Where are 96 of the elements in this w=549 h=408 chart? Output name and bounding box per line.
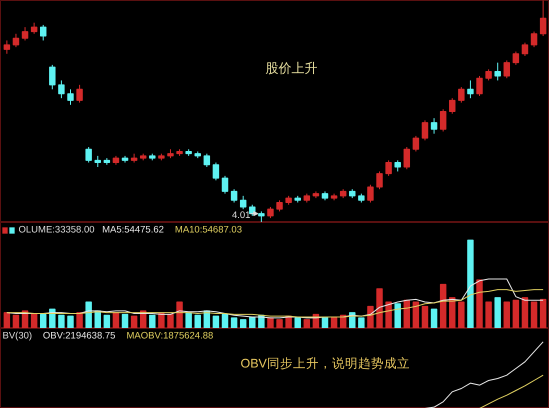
candlestick bbox=[512, 51, 520, 66]
bar bbox=[149, 314, 156, 328]
bar bbox=[67, 316, 74, 328]
candlestick bbox=[85, 146, 92, 164]
candlestick bbox=[367, 184, 374, 204]
bar bbox=[467, 240, 474, 328]
bar bbox=[267, 317, 274, 328]
candlestick bbox=[12, 33, 20, 48]
text: MA5:54475.62 bbox=[102, 224, 164, 236]
candlestick bbox=[485, 68, 492, 81]
bar bbox=[449, 297, 456, 328]
bar bbox=[185, 312, 192, 328]
bar bbox=[40, 314, 46, 328]
bar bbox=[404, 300, 410, 328]
bar bbox=[240, 319, 246, 328]
bar bbox=[294, 317, 301, 328]
bar bbox=[112, 312, 120, 328]
candlestick bbox=[385, 160, 392, 176]
bar bbox=[530, 302, 538, 328]
legend-label: OLUME:33358.00 bbox=[18, 224, 95, 236]
bar bbox=[430, 308, 438, 328]
candlestick bbox=[94, 155, 101, 168]
candlestick bbox=[476, 75, 483, 96]
candlestick bbox=[58, 80, 65, 99]
bar bbox=[76, 312, 83, 328]
annotation: 股价上升 bbox=[266, 60, 318, 76]
bar bbox=[440, 284, 446, 328]
candlestick bbox=[222, 175, 228, 194]
bar bbox=[340, 314, 346, 328]
candlestick bbox=[230, 188, 238, 204]
candlestick bbox=[530, 31, 538, 48]
bar bbox=[176, 302, 183, 328]
candlestick bbox=[67, 88, 74, 106]
candlestick bbox=[404, 146, 410, 170]
bar bbox=[504, 302, 510, 328]
candlestick bbox=[504, 60, 510, 79]
candlestick bbox=[4, 40, 10, 54]
bar bbox=[376, 288, 383, 328]
candlestick bbox=[40, 24, 46, 41]
candlestick bbox=[394, 160, 401, 172]
candlestick bbox=[467, 80, 474, 99]
bar bbox=[276, 319, 283, 328]
bar bbox=[412, 302, 420, 328]
text: MAOBV:1875624.88 bbox=[126, 330, 214, 342]
candlestick bbox=[449, 98, 456, 114]
bar bbox=[158, 312, 165, 328]
bar bbox=[104, 314, 110, 328]
bar bbox=[358, 317, 365, 328]
annotation: 4.01 bbox=[232, 210, 250, 222]
chart-title: BV(30) bbox=[2, 330, 32, 342]
bar bbox=[458, 302, 465, 328]
candlestick bbox=[440, 108, 446, 132]
bar bbox=[12, 314, 20, 328]
bar bbox=[394, 303, 401, 328]
bar bbox=[249, 316, 256, 328]
candlestick bbox=[240, 195, 246, 210]
text: OBV:2194638.75 bbox=[42, 330, 116, 342]
bar bbox=[58, 314, 65, 328]
bar bbox=[85, 302, 92, 328]
candlestick bbox=[430, 118, 438, 134]
bar bbox=[212, 316, 220, 328]
bar bbox=[122, 314, 128, 328]
candlestick bbox=[412, 135, 420, 152]
bar bbox=[422, 306, 428, 328]
text: MA10:54687.03 bbox=[174, 224, 242, 236]
bar bbox=[4, 312, 10, 328]
bar bbox=[194, 314, 201, 328]
candlestick bbox=[267, 206, 274, 219]
bar bbox=[130, 316, 138, 328]
bar bbox=[230, 317, 238, 328]
candlestick bbox=[458, 86, 465, 104]
candlestick bbox=[540, 0, 546, 37]
candlestick bbox=[212, 162, 220, 181]
candlestick bbox=[22, 26, 28, 41]
bar bbox=[167, 314, 174, 328]
candlestick bbox=[422, 120, 428, 141]
candlestick bbox=[376, 170, 383, 190]
candlestick bbox=[204, 153, 210, 168]
candlestick bbox=[276, 200, 283, 212]
bar bbox=[540, 298, 546, 328]
bar bbox=[330, 317, 338, 328]
candlestick bbox=[522, 42, 528, 56]
candlestick bbox=[76, 84, 83, 104]
candlestick bbox=[49, 64, 56, 90]
bar bbox=[30, 312, 38, 328]
annotation: OBV同步上升，说明趋势成立 bbox=[240, 356, 410, 370]
bar bbox=[522, 297, 528, 328]
bar bbox=[485, 302, 492, 328]
bar bbox=[385, 302, 392, 328]
bar bbox=[222, 314, 228, 328]
bar bbox=[304, 319, 310, 328]
bar bbox=[494, 297, 501, 328]
bar bbox=[367, 306, 374, 328]
candlestick bbox=[494, 62, 501, 81]
candlestick bbox=[30, 22, 38, 34]
bar bbox=[512, 300, 520, 328]
